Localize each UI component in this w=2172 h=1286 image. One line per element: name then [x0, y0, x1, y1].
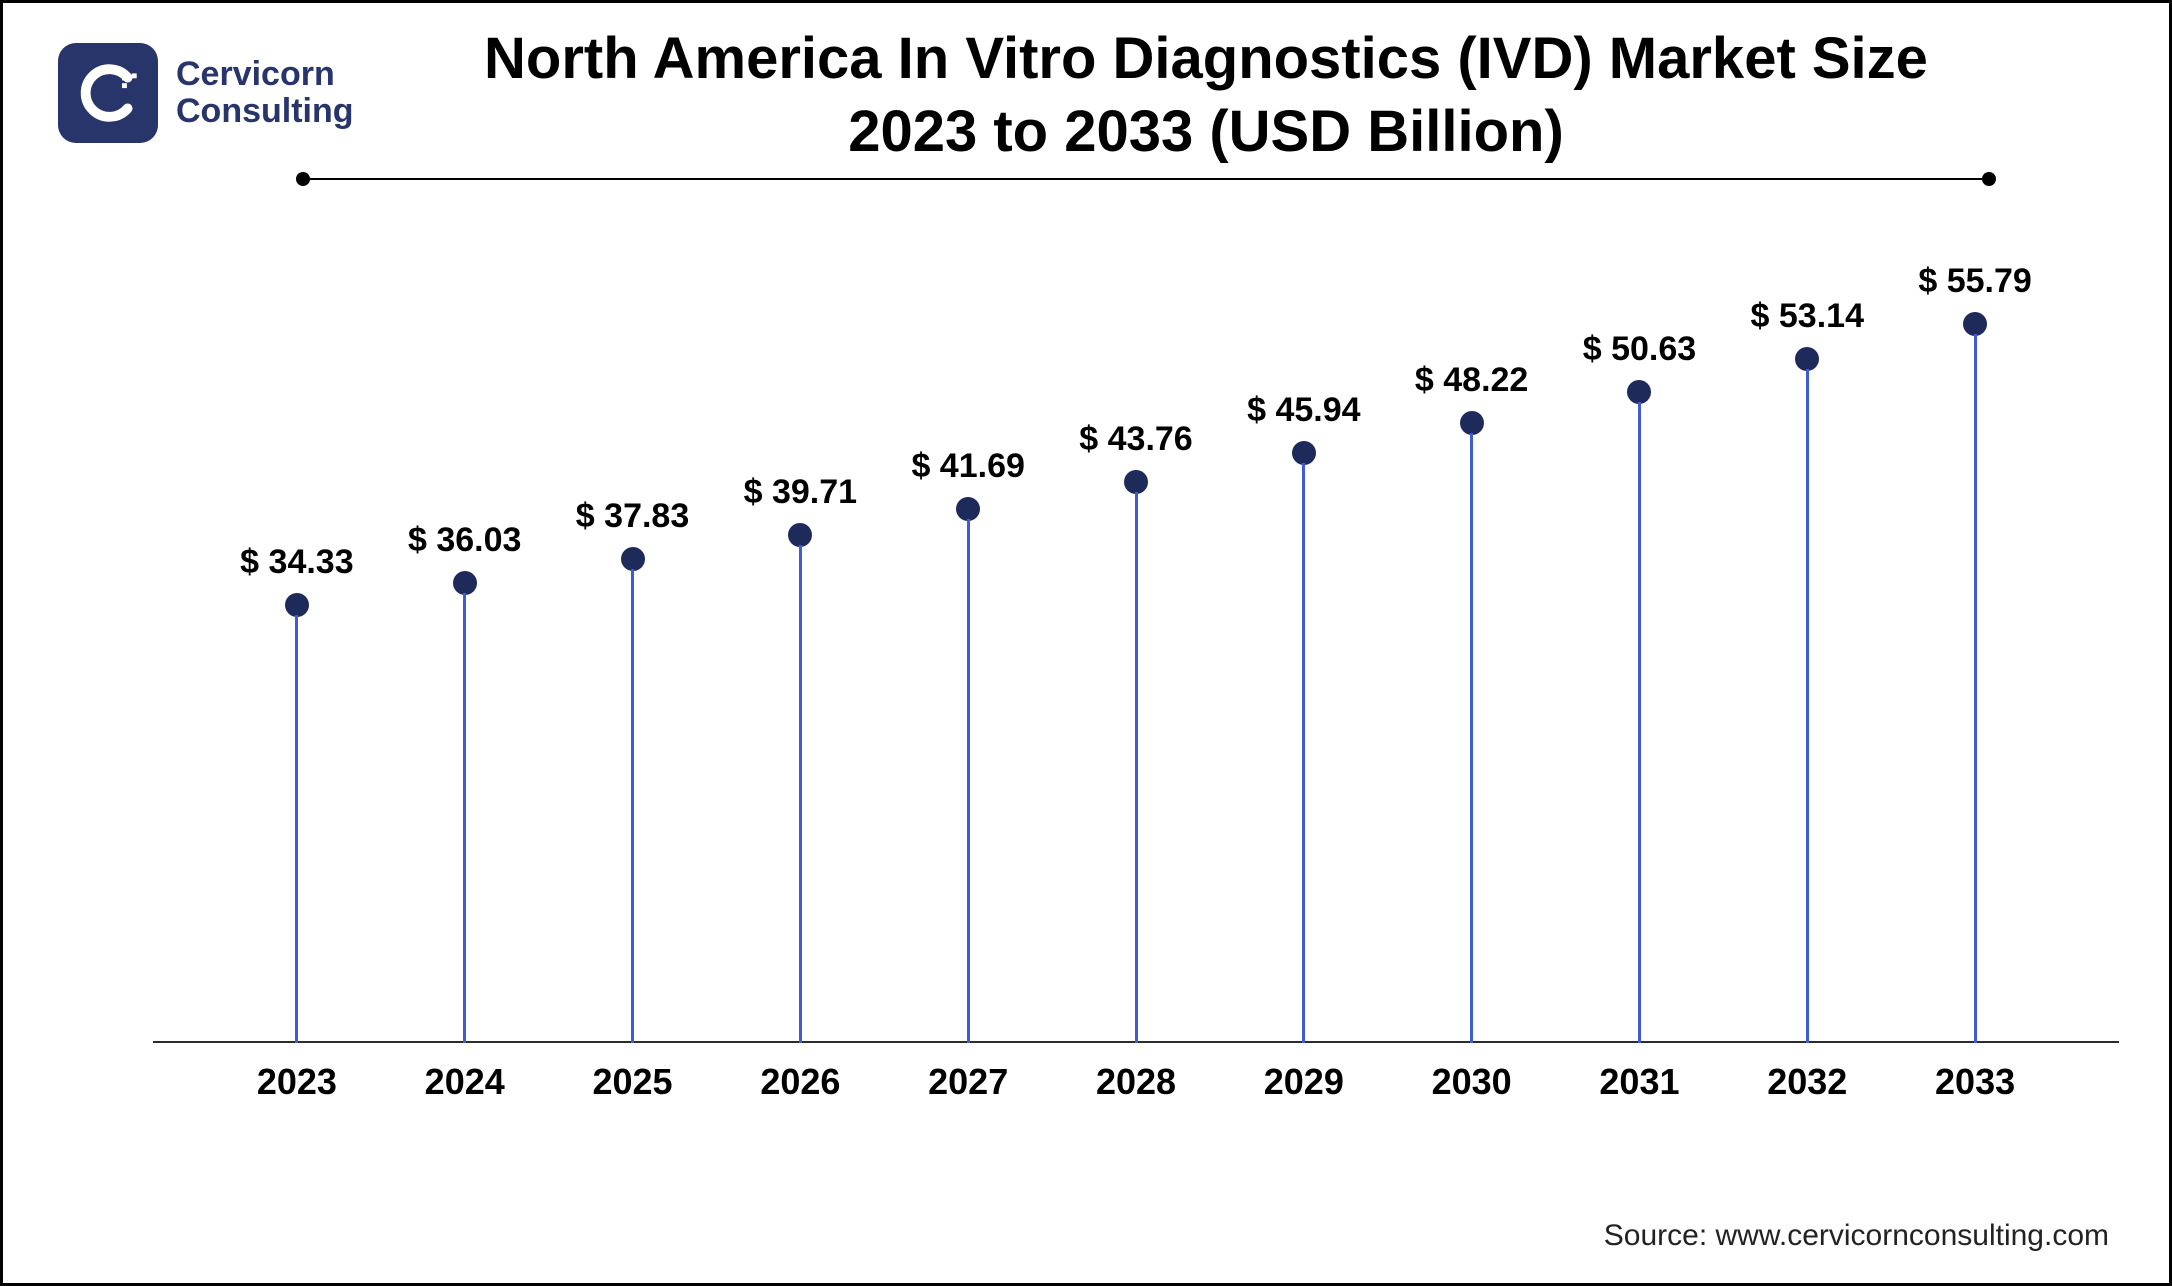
x-axis-label: 2030	[1432, 1061, 1512, 1103]
value-label: $ 37.83	[576, 497, 689, 536]
lollipop: $ 34.33	[267, 593, 327, 1043]
data-point-stick	[1470, 433, 1473, 1043]
value-label: $ 55.79	[1918, 262, 2031, 301]
chart-frame: Cervicorn Consulting North America In Vi…	[0, 0, 2172, 1286]
lollipop-chart: $ 34.33 2023 $ 36.03 2024 $ 37.83 2025 $ 39.71…	[213, 263, 2059, 1103]
value-label: $ 45.94	[1247, 391, 1360, 430]
data-point-dot	[621, 547, 645, 571]
data-point-stick	[1974, 334, 1977, 1043]
data-point-dot	[1963, 312, 1987, 336]
x-axis-label: 2023	[257, 1061, 337, 1103]
data-point-dot	[1460, 411, 1484, 435]
data-point-dot	[956, 497, 980, 521]
data-point-stick	[631, 569, 634, 1043]
data-point-stick	[967, 519, 970, 1043]
data-point-stick	[295, 615, 298, 1043]
lollipop: $ 53.14	[1777, 347, 1837, 1043]
brand-logo-mark	[58, 43, 158, 143]
x-axis-label: 2029	[1264, 1061, 1344, 1103]
value-label: $ 43.76	[1079, 420, 1192, 459]
chart-title-line2: 2023 to 2033 (USD Billion)	[303, 96, 2109, 169]
data-point-stick	[463, 593, 466, 1043]
data-point-dot	[1124, 470, 1148, 494]
lollipop: $ 55.79	[1945, 312, 2005, 1043]
x-axis-label: 2032	[1767, 1061, 1847, 1103]
x-axis-label: 2026	[760, 1061, 840, 1103]
data-point-dot	[788, 523, 812, 547]
x-axis-label: 2028	[1096, 1061, 1176, 1103]
value-label: $ 41.69	[911, 447, 1024, 486]
lollipop: $ 37.83	[603, 547, 663, 1043]
value-label: $ 39.71	[744, 473, 857, 512]
lollipop: $ 43.76	[1106, 470, 1166, 1043]
x-axis-label: 2031	[1599, 1061, 1679, 1103]
data-point-stick	[1638, 402, 1641, 1043]
data-point-dot	[285, 593, 309, 617]
lollipop: $ 41.69	[938, 497, 998, 1043]
value-label: $ 36.03	[408, 521, 521, 560]
data-point-stick	[1135, 492, 1138, 1043]
chart-title-line1: North America In Vitro Diagnostics (IVD)…	[303, 23, 2109, 96]
data-point-dot	[1795, 347, 1819, 371]
lollipop: $ 45.94	[1274, 441, 1334, 1043]
value-label: $ 50.63	[1583, 330, 1696, 369]
x-axis-label: 2027	[928, 1061, 1008, 1103]
data-point-stick	[1302, 463, 1305, 1043]
data-point-dot	[453, 571, 477, 595]
data-point-stick	[799, 545, 802, 1043]
chart-title: North America In Vitro Diagnostics (IVD)…	[303, 23, 2109, 168]
lollipop: $ 39.71	[770, 523, 830, 1043]
data-point-dot	[1292, 441, 1316, 465]
data-point-stick	[1806, 369, 1809, 1043]
x-axis-label: 2025	[592, 1061, 672, 1103]
lollipop: $ 50.63	[1609, 380, 1669, 1043]
title-underline	[303, 178, 1989, 180]
lollipop: $ 48.22	[1442, 411, 1502, 1043]
c-arc-icon	[73, 58, 143, 128]
lollipop: $ 36.03	[435, 571, 495, 1043]
x-axis-label: 2024	[425, 1061, 505, 1103]
value-label: $ 34.33	[240, 543, 353, 582]
value-label: $ 53.14	[1751, 297, 1864, 336]
x-axis-label: 2033	[1935, 1061, 2015, 1103]
data-point-dot	[1627, 380, 1651, 404]
value-label: $ 48.22	[1415, 361, 1528, 400]
source-attribution: Source: www.cervicornconsulting.com	[1604, 1219, 2109, 1253]
